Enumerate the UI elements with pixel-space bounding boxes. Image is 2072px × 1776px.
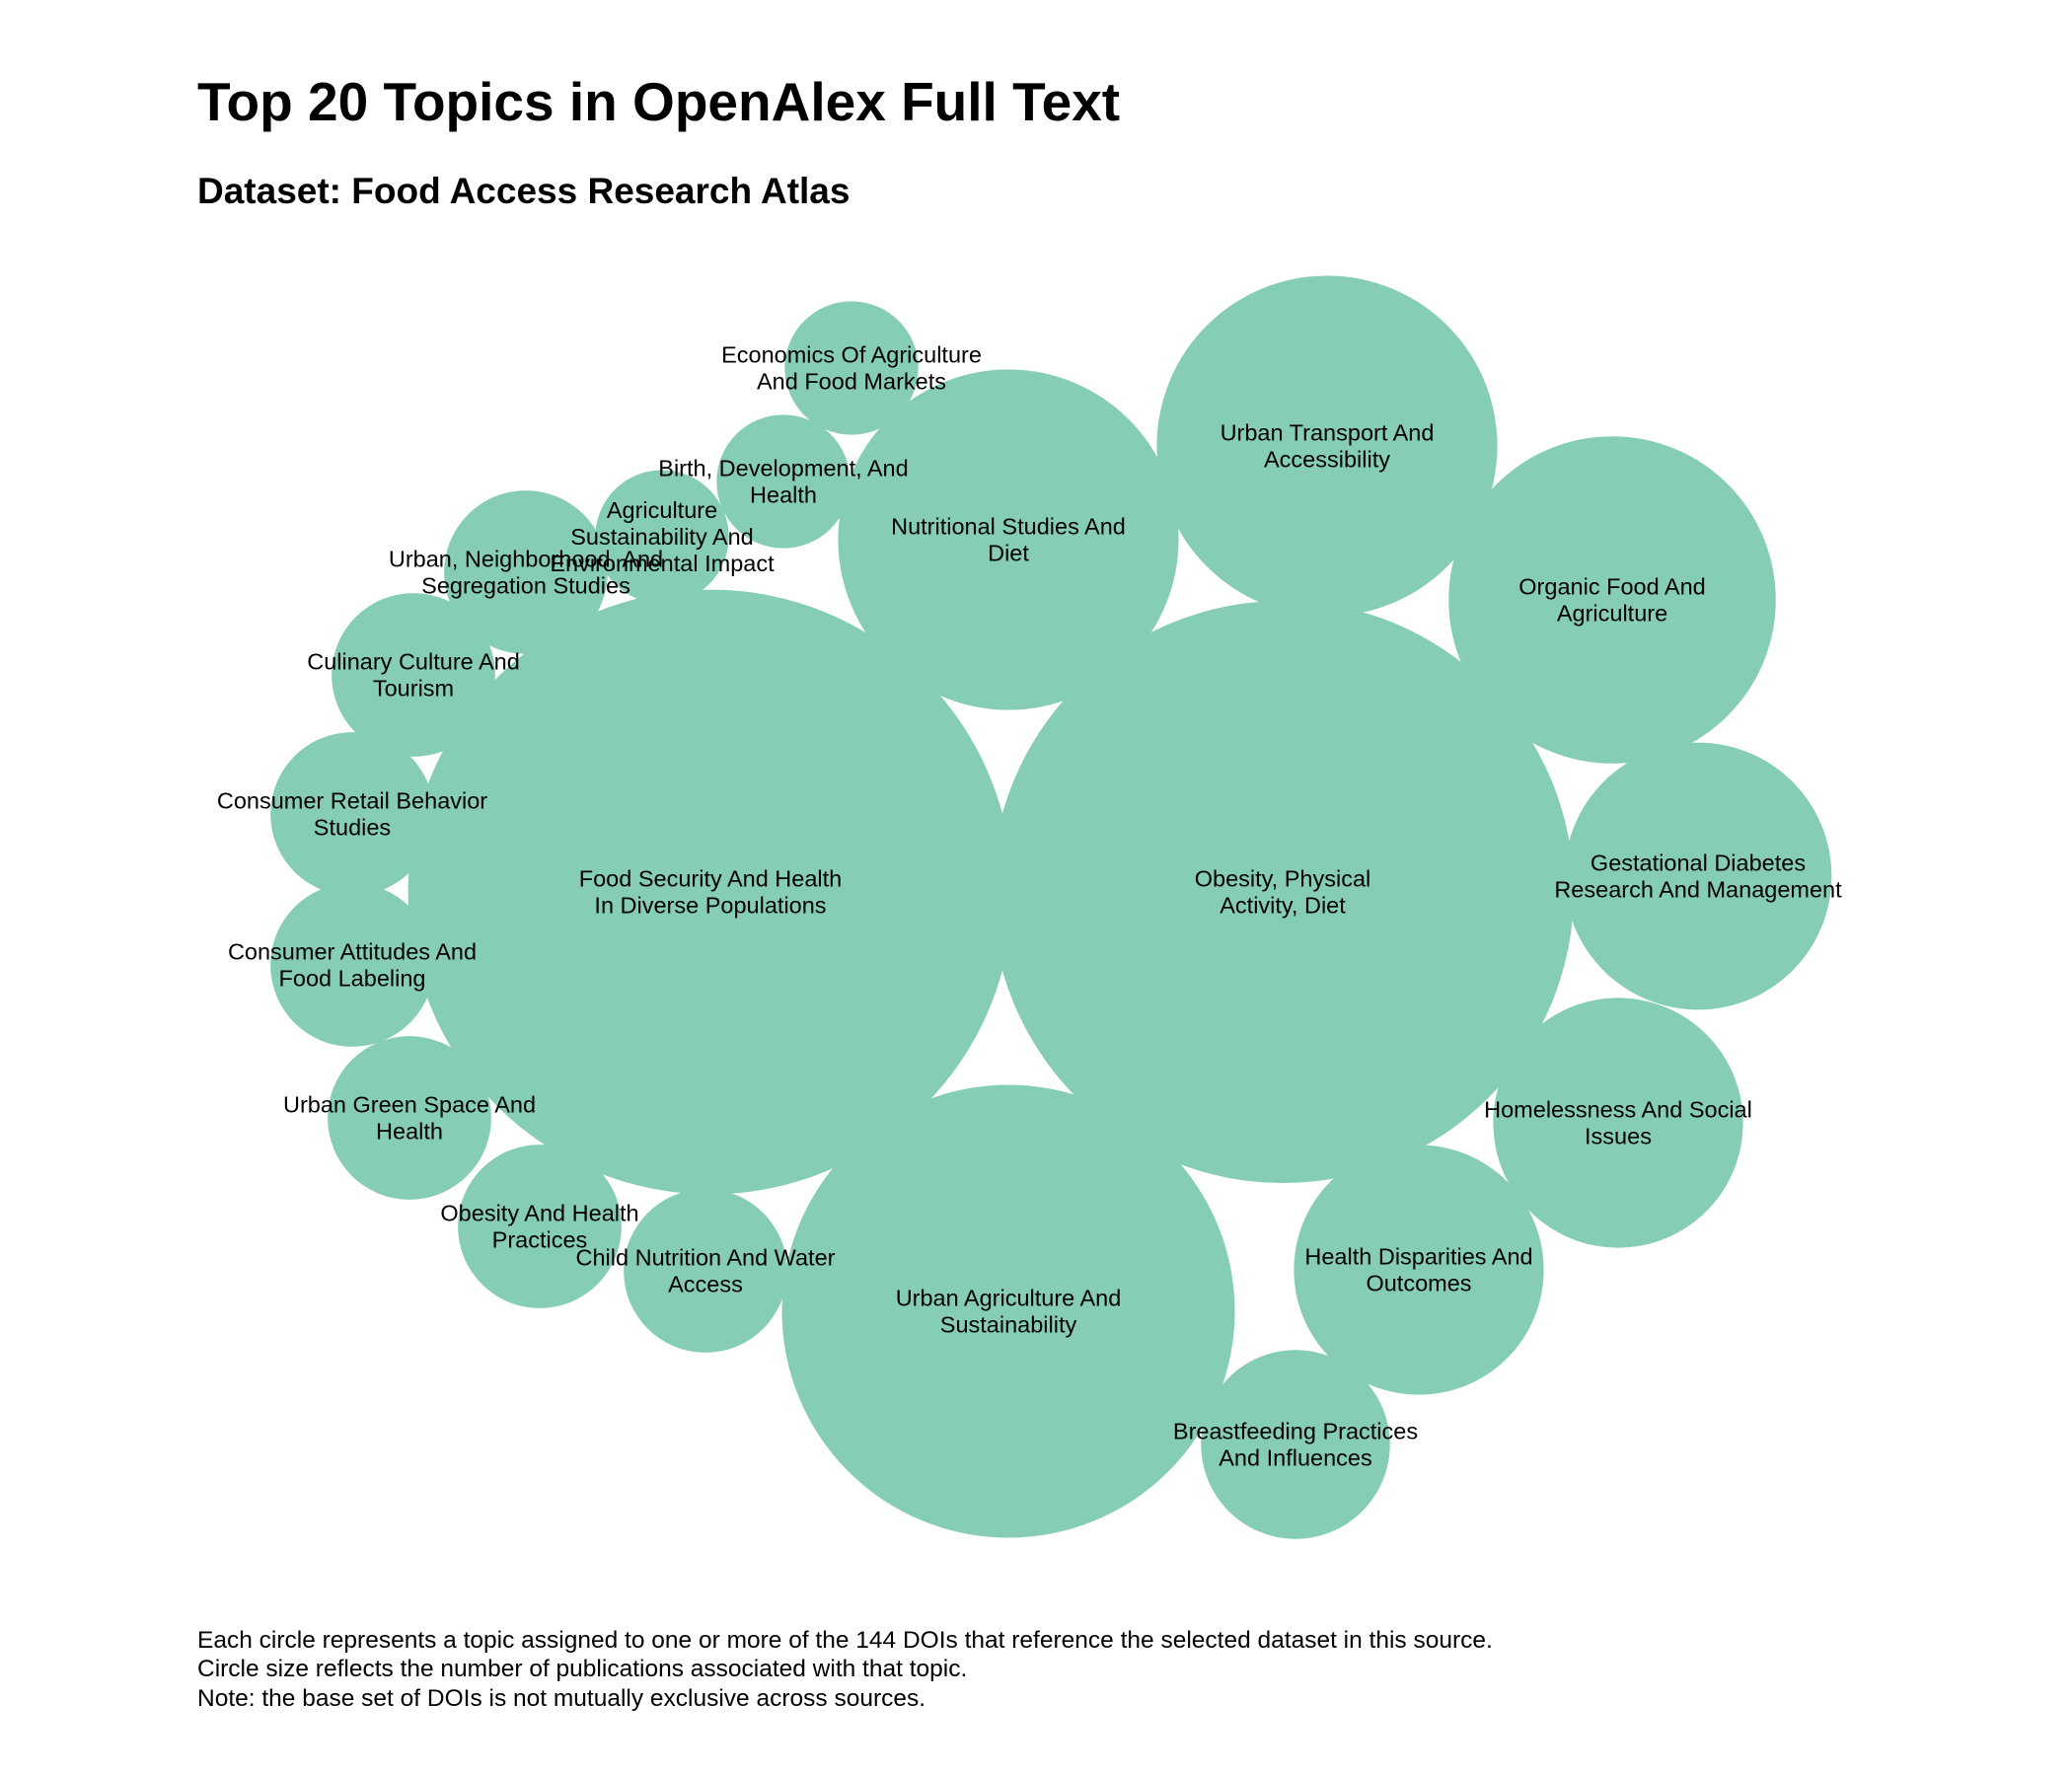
bubble-label: Consumer Attitudes And: [228, 939, 477, 965]
bubble-label: Urban Agriculture And: [896, 1286, 1122, 1311]
bubble-label: Homelessness And Social: [1484, 1097, 1752, 1123]
bubble-urban-transport-and-accessibility: [1156, 275, 1498, 617]
bubble-homelessness-and-social-issues: [1493, 998, 1743, 1248]
bubble-circle: [1564, 742, 1832, 1010]
bubble-obesity-and-health-practices: [458, 1145, 622, 1308]
bubble-circle: [458, 1145, 622, 1308]
bubble-label: Access: [668, 1272, 743, 1297]
bubble-label: Obesity And Health: [440, 1201, 638, 1226]
bubble-circle: [624, 1189, 787, 1353]
bubble-label: And Food Markets: [757, 369, 946, 395]
bubble-circle: [781, 1084, 1235, 1538]
bubble-label: Urban, Neighborhood, And: [389, 547, 663, 572]
bubble-label: Environmental Impact: [550, 551, 775, 576]
bubble-gestational-diabetes-research-and-management: [1564, 742, 1832, 1010]
bubble-label: Child Nutrition And Water: [576, 1245, 836, 1271]
bubble-circle: [407, 589, 1013, 1195]
bubble-label: Agriculture: [607, 497, 717, 523]
bubble-label: Food Labeling: [279, 966, 426, 992]
bubble-circle: [716, 414, 851, 549]
bubble-circle: [1201, 1350, 1390, 1539]
bubble-birth-development-and-health: [716, 414, 851, 549]
bubble-label: Birth, Development, And: [658, 456, 908, 481]
bubble-nutritional-studies-and-diet: [838, 369, 1179, 710]
bubble-economics-of-agriculture-and-food-markets: [784, 301, 919, 435]
bubble-label: Diet: [988, 541, 1029, 566]
chart-title: Top 20 Topics in OpenAlex Full Text: [197, 71, 1121, 132]
chart-notes: Each circle represents a topic assigned …: [197, 1626, 1493, 1713]
bubble-urban-green-space-and-health: [328, 1036, 491, 1200]
note-line-2: Circle size reflects the number of publi…: [197, 1656, 968, 1683]
bubble-label: Tourism: [373, 676, 454, 702]
bubble-label: Obesity, Physical: [1195, 866, 1371, 892]
bubble-label: Culinary Culture And: [307, 649, 520, 675]
bubble-circle: [992, 601, 1574, 1183]
bubble-health-disparities-and-outcomes: [1294, 1145, 1544, 1395]
bubble-label: Urban Green Space And: [283, 1092, 536, 1118]
bubble-breastfeeding-practices-and-influences: [1201, 1350, 1390, 1539]
bubble-label: Accessibility: [1264, 447, 1390, 473]
bubble-label: Segregation Studies: [421, 573, 630, 599]
bubble-circle: [1156, 275, 1498, 617]
bubble-circle: [270, 883, 434, 1047]
bubble-label: Economics Of Agriculture: [721, 342, 982, 368]
bubble-circle: [328, 1036, 491, 1200]
bubble-label: Activity, Diet: [1220, 893, 1346, 919]
bubble-label: Gestational Diabetes: [1591, 851, 1806, 876]
bubble-label: Health: [376, 1119, 443, 1145]
bubble-circle: [784, 301, 919, 435]
bubble-label: Consumer Retail Behavior: [217, 788, 487, 814]
bubble-label: Food Security And Health: [579, 866, 843, 892]
bubble-urban-agriculture-and-sustainability: [781, 1084, 1235, 1538]
note-line-3: Note: the base set of DOIs is not mutual…: [197, 1684, 926, 1712]
bubble-circle: [1294, 1145, 1544, 1395]
bubble-consumer-retail-behavior-studies: [270, 732, 434, 896]
bubble-child-nutrition-and-water-access: [624, 1189, 787, 1353]
bubble-label: Urban Transport And: [1221, 420, 1435, 446]
bubble-label: Practices: [492, 1227, 588, 1253]
bubble-label: Agriculture: [1557, 601, 1667, 627]
bubble-label: Sustainability: [940, 1312, 1077, 1338]
bubble-circle: [444, 490, 608, 654]
bubble-label: Sustainability And: [570, 524, 754, 550]
bubble-label: Research And Management: [1554, 877, 1842, 903]
bubble-circle: [1493, 998, 1743, 1248]
bubble-food-security-and-health-in-diverse-populations: [407, 589, 1013, 1195]
bubble-circle: [1448, 436, 1776, 764]
bubble-circle: [270, 732, 434, 896]
bubble-culinary-culture-and-tourism: [332, 593, 495, 757]
bubble-urban-neighborhood-and-segregation-studies: [444, 490, 608, 654]
bubble-label: Breastfeeding Practices: [1173, 1419, 1418, 1444]
bubble-label: Health: [750, 482, 817, 508]
bubble-label: Issues: [1585, 1124, 1652, 1149]
bubble-label: And Influences: [1219, 1445, 1371, 1471]
bubble-label: Studies: [314, 815, 391, 841]
bubble-circle: [595, 470, 729, 604]
bubble-consumer-attitudes-and-food-labeling: [270, 883, 434, 1047]
bubble-circle: [332, 593, 495, 757]
bubble-agriculture-sustainability-and-environmental-impact: [595, 470, 729, 604]
chart-subtitle: Dataset: Food Access Research Atlas: [197, 171, 851, 211]
note-line-1: Each circle represents a topic assigned …: [197, 1627, 1493, 1654]
bubble-label: Organic Food And: [1518, 574, 1705, 600]
bubble-label: Health Disparities And: [1304, 1244, 1532, 1270]
bubble-label: In Diverse Populations: [594, 893, 826, 919]
bubble-obesity-physical-activity-diet: [992, 601, 1574, 1183]
bubble-organic-food-and-agriculture: [1448, 436, 1776, 764]
bubble-circle: [838, 369, 1179, 710]
bubble-label: Outcomes: [1366, 1271, 1471, 1296]
bubble-label: Nutritional Studies And: [891, 514, 1126, 540]
